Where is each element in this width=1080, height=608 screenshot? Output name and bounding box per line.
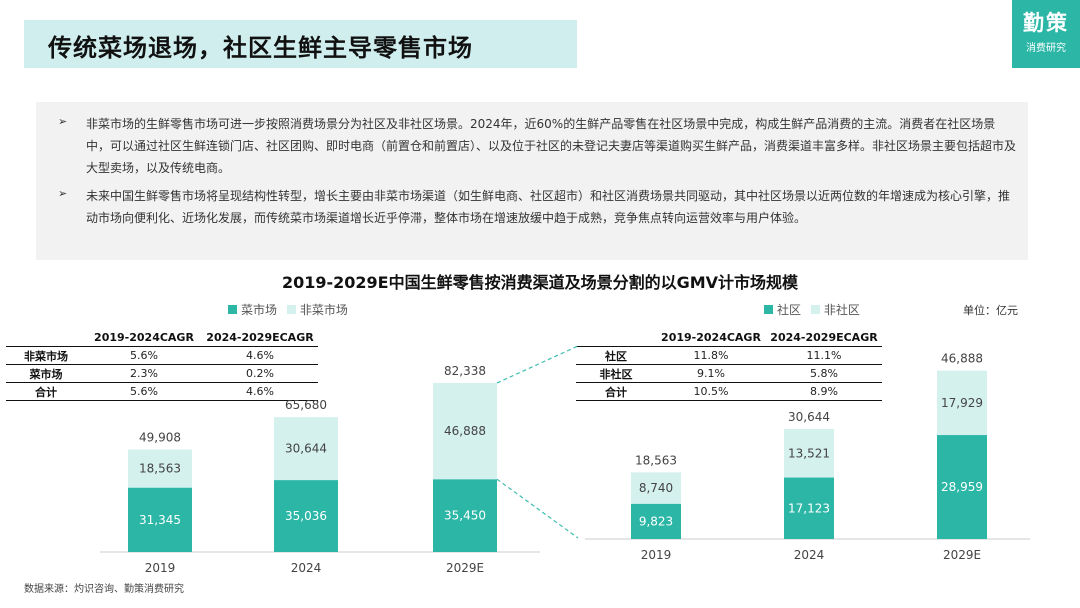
table-row-label: 合计 [6,382,86,401]
legend-swatch [764,305,773,314]
data-label: 8,740 [639,481,673,495]
legend-swatch [286,305,296,314]
total-label: 65,680 [285,398,327,412]
page-title: 传统菜场退场，社区生鲜主导零售市场 [48,34,473,62]
bar-segment [274,480,338,552]
bar-segment [784,477,834,539]
table-row-label: 非菜市场 [6,346,86,365]
data-label: 13,521 [788,446,830,460]
summary-text: 未来中国生鲜零售市场将呈现结构性转型，增长主要由非菜市场渠道（如生鲜电商、社区超… [86,189,1011,225]
data-label: 17,929 [941,396,983,410]
x-tick-label: 2019 [145,561,176,575]
brand-logo: 勤策 消费研究 [1012,0,1080,68]
total-label: 49,908 [139,431,181,445]
table-cell: 11.1% [766,346,882,365]
total-label: 82,338 [444,364,486,378]
bar-segment [631,503,681,539]
bar-segment [784,428,834,478]
table-cell: 10.5% [656,382,766,401]
table-row: 社区 11.8% 11.1% [576,346,882,365]
table-cell: 5.6% [86,382,202,401]
brand-subtitle: 消费研究 [1026,43,1066,54]
table-header-cell: 2019-2024CAGR [656,328,766,347]
table-row-label: 非社区 [576,364,656,383]
table-cell: 8.9% [766,382,882,401]
data-label: 31,345 [139,513,181,527]
summary-text: 非菜市场的生鲜零售市场可进一步按照消费场景分为社区及非社区场景。2024年，近6… [86,117,1017,175]
arrow-right-icon: ➢ [58,187,68,200]
connector-line [496,478,579,539]
total-label: 46,888 [941,352,983,366]
legend-label: 非社区 [823,303,860,317]
table-cell: 5.8% [766,364,882,383]
table-row-label: 社区 [576,346,656,365]
table-row-label: 菜市场 [6,364,86,383]
chart-legend-left: 菜市场 非菜市场 [228,301,354,318]
summary-box: ➢ 非菜市场的生鲜零售市场可进一步按照消费场景分为社区及非社区场景。2024年，… [36,102,1028,260]
table-cell: 4.6% [202,382,318,401]
cagr-table-left: 2019-2024CAGR 2024-2029ECAGR 非菜市场 5.6% 4… [6,328,318,401]
source-note: 数据来源：灼识咨询、勤策消费研究 [24,584,184,595]
table-cell: 2.3% [86,364,202,383]
table-cell: 5.6% [86,346,202,365]
legend-label: 非菜市场 [299,303,348,317]
table-header-cell [6,328,86,347]
chart-legend-right: 社区 非社区 [764,301,866,318]
brand-name: 勤策 [1023,11,1069,35]
table-header-cell: 2024-2029ECAGR [766,328,882,347]
table-header-cell: 2024-2029ECAGR [202,328,318,347]
table-cell: 4.6% [202,346,318,365]
table-row: 合计 5.6% 4.6% [6,382,318,401]
total-label: 18,563 [635,453,677,467]
data-label: 18,563 [139,462,181,476]
table-row: 非菜市场 5.6% 4.6% [6,346,318,365]
x-tick-label: 2024 [794,548,825,562]
chart-title: 2019-2029E中国生鲜零售按消费渠道及场景分割的以GMV计市场规模 [281,273,799,292]
bar-segment [433,382,497,480]
bar-segment [937,435,987,539]
bar-segment [937,370,987,436]
table-cell: 0.2% [202,364,318,383]
legend-label: 菜市场 [241,303,278,317]
table-header-cell: 2019-2024CAGR [86,328,202,347]
data-label: 30,644 [285,442,327,456]
cagr-table-right: 2019-2024CAGR 2024-2029ECAGR 社区 11.8% 11… [576,328,882,401]
bar-segment [128,487,192,552]
legend-swatch [228,305,237,314]
table-row: 合计 10.5% 8.9% [576,382,882,401]
data-label: 28,959 [941,480,983,494]
arrow-right-icon: ➢ [58,115,68,128]
x-tick-label: 2019 [641,548,672,562]
total-label: 30,644 [788,410,830,424]
connector-line [496,345,579,384]
table-cell: 9.1% [656,364,766,383]
table-header-cell [576,328,656,347]
data-label: 46,888 [444,424,486,438]
x-tick-label: 2029E [446,561,484,575]
bar-segment [128,449,192,488]
bar-segment [631,472,681,504]
table-cell: 11.8% [656,346,766,365]
table-row: 菜市场 2.3% 0.2% [6,364,318,383]
table-header-row: 2019-2024CAGR 2024-2029ECAGR [576,328,882,347]
bar-segment [433,479,497,552]
table-row-label: 合计 [576,382,656,401]
title-bar [24,20,577,68]
data-label: 35,450 [444,509,486,523]
unit-label: 单位：亿元 [963,304,1018,317]
bar-segment [274,417,338,481]
table-header-row: 2019-2024CAGR 2024-2029ECAGR [6,328,318,347]
x-tick-label: 2029E [943,548,981,562]
legend-swatch [810,305,820,314]
legend-label: 社区 [777,303,802,317]
data-label: 9,823 [639,514,673,528]
x-tick-label: 2024 [291,561,322,575]
table-row: 非社区 9.1% 5.8% [576,364,882,383]
data-label: 17,123 [788,501,830,515]
data-label: 35,036 [285,509,327,523]
